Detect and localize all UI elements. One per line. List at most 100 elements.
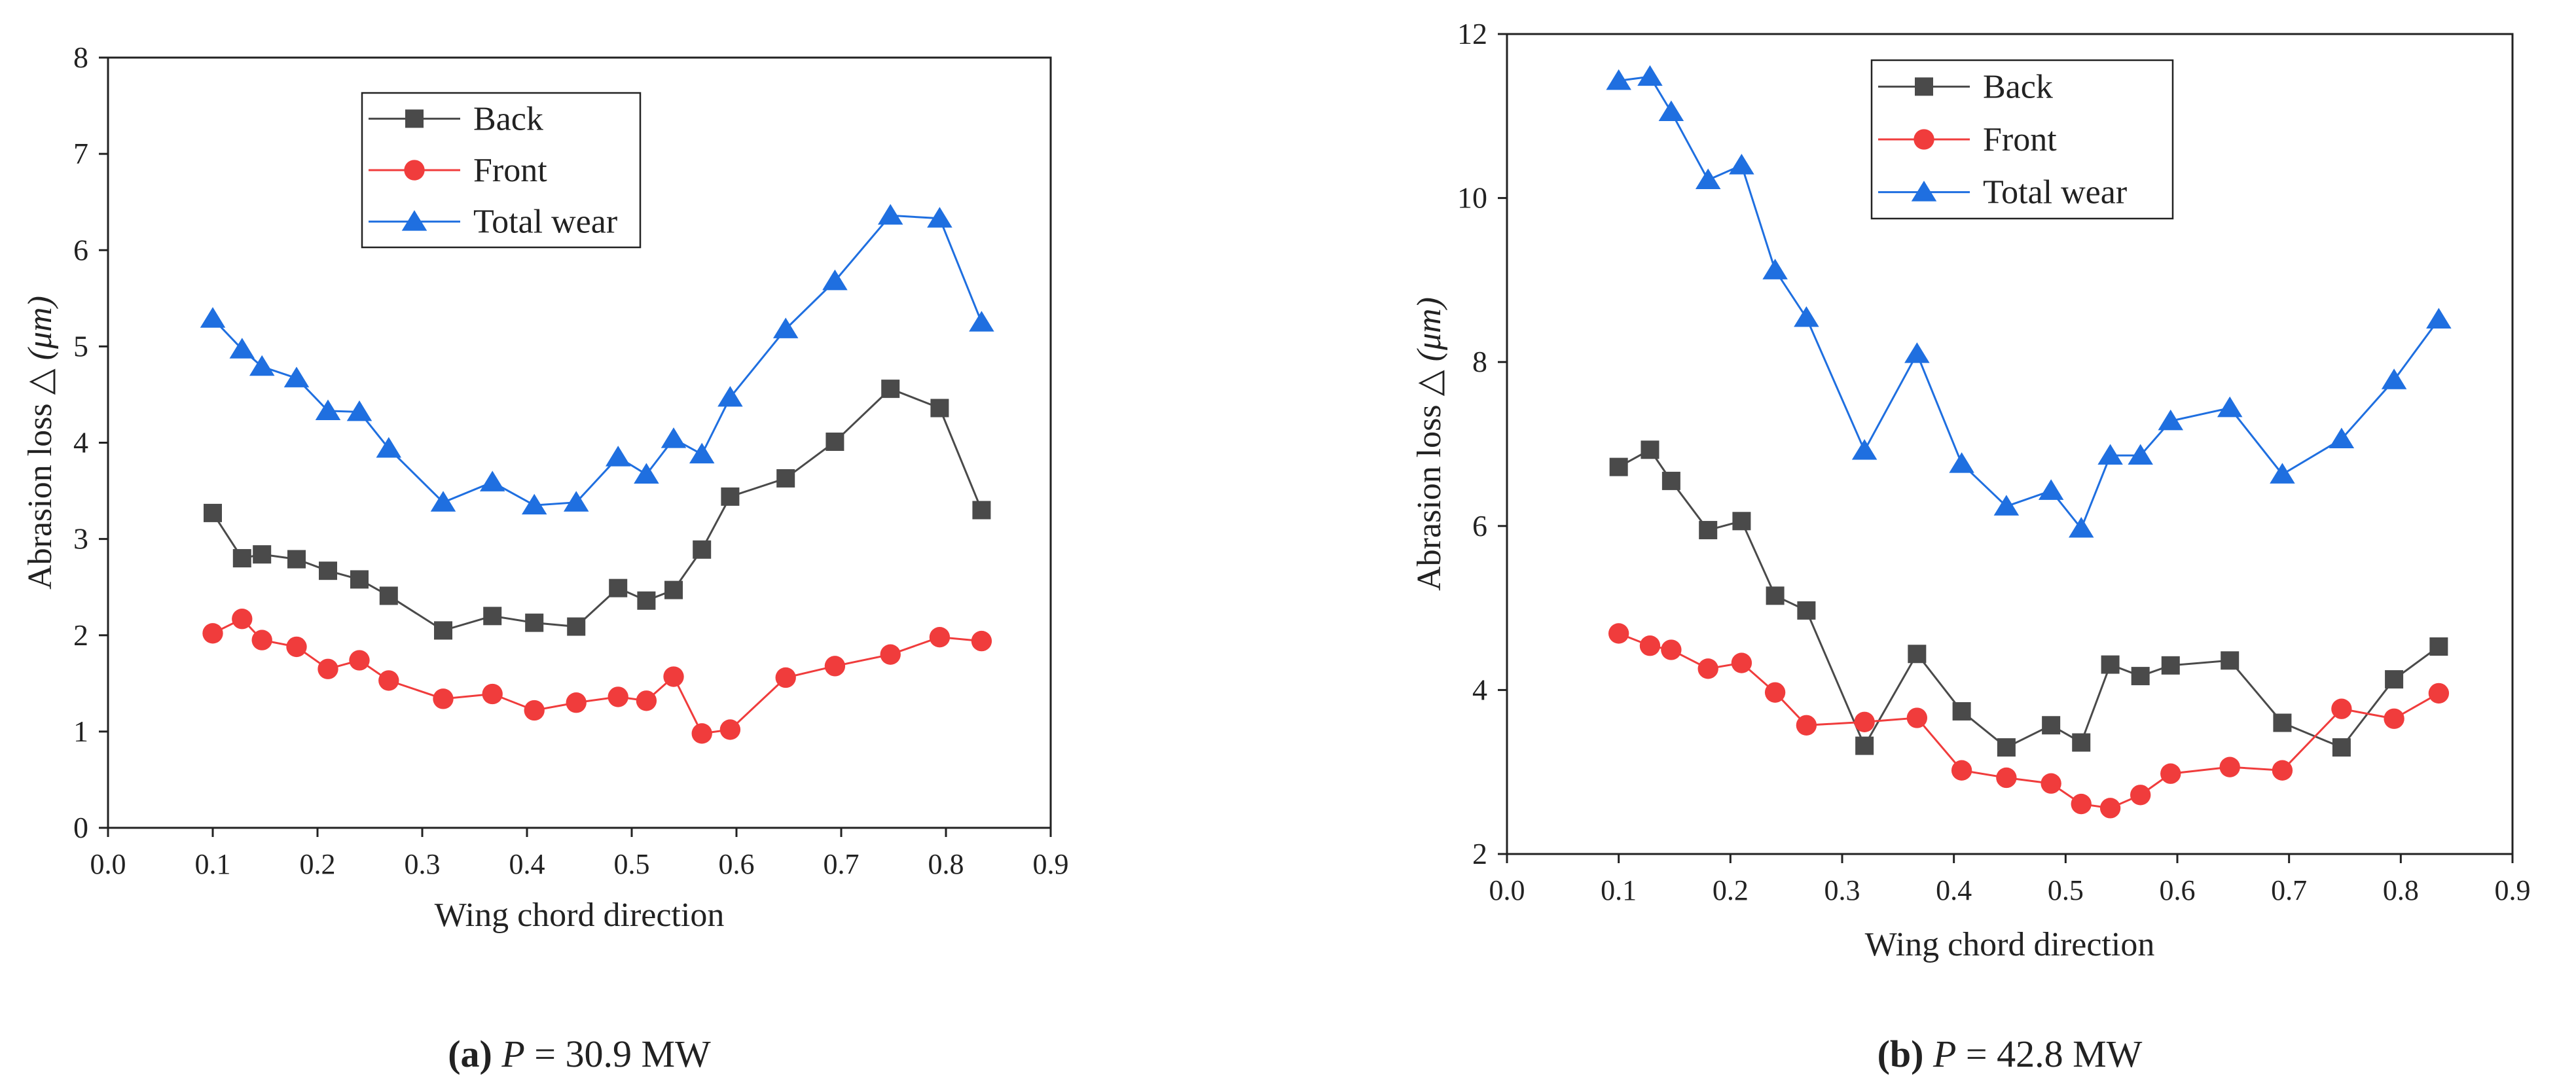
data-point-front: [1731, 652, 1752, 673]
x-tick-label: 0.7: [824, 848, 860, 880]
data-point-total-wear: [772, 317, 799, 338]
y-tick-label: 6: [73, 233, 88, 266]
data-point-back: [1699, 521, 1718, 540]
data-point-back: [664, 580, 683, 599]
data-point-back: [693, 540, 712, 559]
data-point-front: [2272, 760, 2293, 781]
data-point-total-wear: [2329, 427, 2355, 448]
chart-panel-b: 0.0 0.1 0.2 0.3 0.4 0.5 0.6 0.7 0.8 0.9 2 4 6 8 10 12 B…: [1411, 17, 2531, 1075]
data-point-back: [2131, 667, 2150, 686]
data-point-total-wear: [200, 307, 226, 328]
data-point-back: [2101, 655, 2120, 674]
series-line-back: [211, 387, 983, 632]
data-point-back: [232, 549, 251, 568]
x-tick-label: 0.7: [2271, 874, 2307, 906]
data-point-front: [1639, 635, 1661, 656]
data-point-total-wear: [605, 446, 631, 467]
data-point-front: [880, 644, 901, 665]
x-tick-label: 0.6: [719, 848, 755, 880]
y-tick-label: 4: [73, 426, 88, 459]
legend-marker: [404, 160, 425, 181]
data-point-back: [1766, 586, 1785, 605]
data-point-back: [1952, 702, 1971, 720]
data-point-total-wear: [1904, 342, 1930, 363]
data-point-back: [253, 545, 272, 564]
data-point-total-wear: [717, 385, 743, 407]
data-point-front: [636, 690, 657, 711]
data-point-total-wear: [1993, 495, 2020, 516]
data-point-total-wear: [1762, 258, 1788, 279]
data-point-front: [1796, 715, 1817, 736]
data-point-front: [1661, 639, 1682, 660]
legend-label-total-wear: Total wear: [473, 204, 617, 241]
caption-value: = 42.8 MW: [1956, 1033, 2142, 1075]
data-point-total-wear: [2128, 444, 2153, 465]
data-point-total-wear: [2158, 409, 2184, 431]
data-point-total-wear: [1637, 65, 1663, 86]
y-axis-label: Abrasion loss △ (μm): [22, 296, 59, 590]
data-point-back: [2332, 738, 2351, 757]
legend-label-total-wear: Total wear: [1983, 174, 2127, 211]
y-tick-label: 8: [73, 41, 88, 74]
data-point-back: [1855, 736, 1874, 755]
x-axis-label: Wing chord direction: [1865, 926, 2155, 963]
data-point-front: [1608, 623, 1629, 644]
y-tick-label: 0: [73, 811, 88, 844]
x-tick-label: 0.1: [1601, 874, 1637, 906]
data-point-total-wear: [1606, 69, 1631, 90]
x-tick-label: 0.2: [300, 848, 336, 880]
data-point-total-wear: [1658, 100, 1684, 122]
data-point-back: [825, 433, 844, 452]
caption-b: (b) P = 42.8 MW: [1878, 1033, 2143, 1075]
data-point-back: [2072, 733, 2091, 752]
data-point-front: [929, 627, 951, 648]
data-point-back: [972, 501, 991, 520]
y-tick-label: 2: [73, 618, 88, 652]
y-tick-label: 8: [1472, 345, 1487, 378]
data-point-total-wear: [2381, 368, 2407, 389]
data-point-back: [881, 380, 900, 399]
data-point-total-wear: [430, 491, 456, 512]
legend-label-back: Back: [1983, 68, 2053, 105]
x-tick-label: 0.1: [195, 848, 231, 880]
data-point-total-wear: [563, 491, 589, 512]
caption-value: = 30.9 MW: [525, 1033, 711, 1075]
series-line-total-wear: [211, 214, 983, 507]
y-tick-label: 1: [73, 715, 88, 748]
data-point-total-wear: [689, 442, 715, 464]
x-tick-label: 0.6: [2160, 874, 2196, 906]
y-tick-label: 3: [73, 522, 88, 556]
caption-variable: P: [1932, 1033, 1956, 1075]
data-point-front: [775, 667, 796, 688]
data-point-front: [433, 688, 454, 709]
x-tick-label: 0.4: [1936, 874, 1972, 906]
x-tick-label: 0.8: [928, 848, 964, 880]
series-line-back: [1618, 448, 2440, 749]
data-point-back: [609, 578, 628, 597]
data-point-total-wear: [2270, 463, 2295, 484]
data-point-total-wear: [1851, 439, 1878, 460]
y-axis-label-main: Abrasion loss △: [1411, 361, 1448, 591]
data-point-front: [663, 666, 684, 687]
data-point-total-wear: [877, 204, 903, 225]
data-point-front: [251, 630, 272, 650]
legend-entry-total-wear: Total wear: [1878, 174, 2127, 211]
data-point-total-wear: [634, 463, 659, 484]
data-point-front: [824, 656, 846, 677]
data-point-back: [567, 617, 586, 636]
data-point-back: [637, 591, 656, 610]
caption-a: (a) P = 30.9 MW: [448, 1033, 711, 1075]
data-point-front: [2219, 756, 2240, 777]
data-point-front: [608, 686, 628, 707]
data-point-front: [2331, 698, 2352, 719]
data-point-front: [2071, 793, 2092, 815]
data-point-front: [971, 630, 992, 652]
data-point-front: [2130, 785, 2151, 806]
data-point-back: [2042, 716, 2061, 735]
legend-marker: [1915, 77, 1933, 96]
data-point-front: [286, 636, 307, 658]
data-point-front: [202, 623, 223, 644]
data-point-front: [232, 609, 253, 630]
data-point-back: [1661, 471, 1680, 490]
data-point-back: [379, 586, 398, 605]
